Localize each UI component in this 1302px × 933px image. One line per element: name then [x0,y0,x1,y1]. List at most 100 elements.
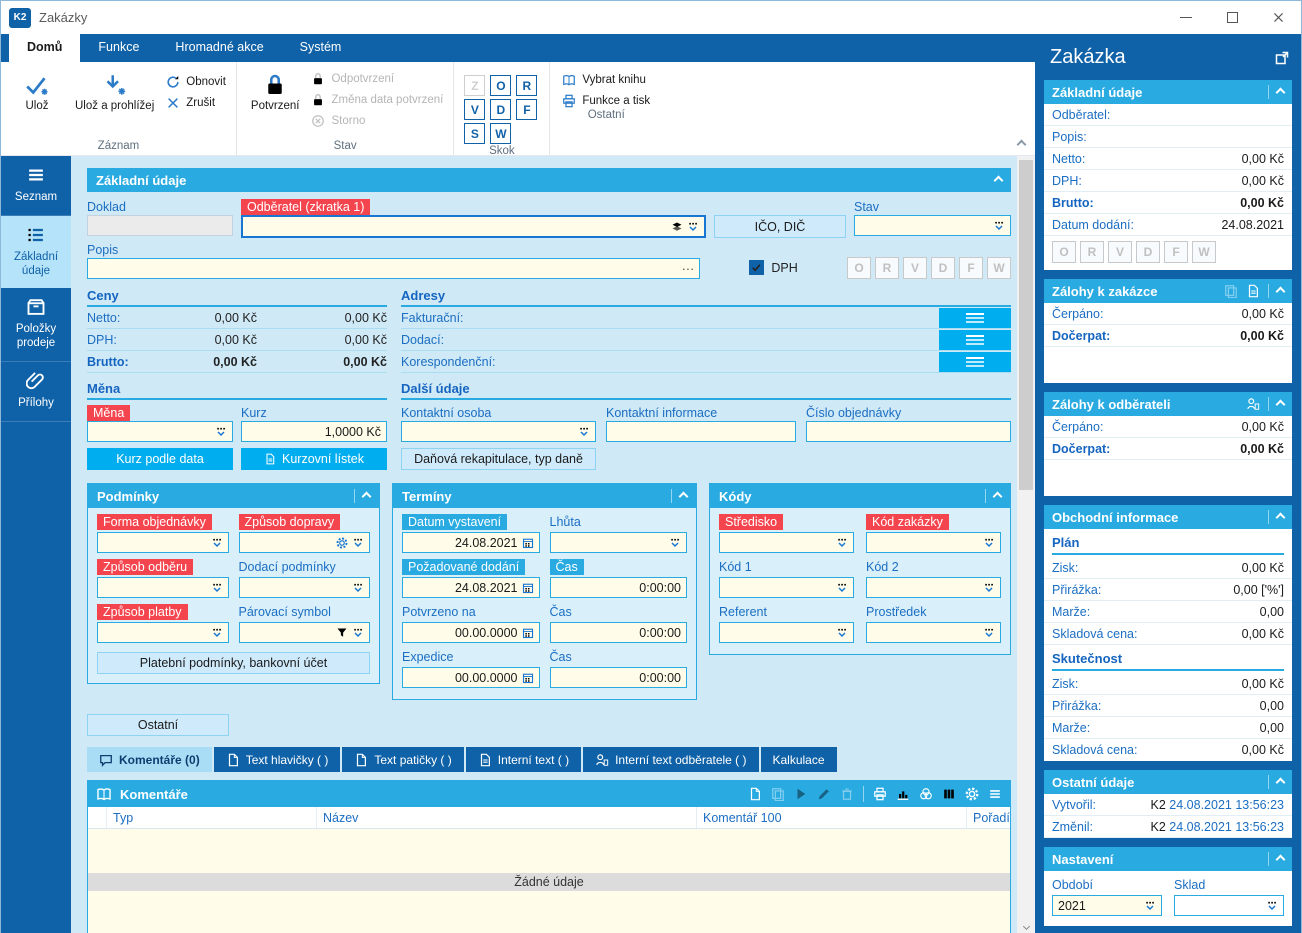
dodaci-podminky-field[interactable] [238,577,370,598]
mena-field[interactable] [87,421,233,442]
jump-button-r[interactable]: R [516,75,538,96]
document-list-icon[interactable] [1246,284,1260,298]
dropdown-icon[interactable] [983,582,995,594]
refresh-button[interactable]: Obnovit [166,75,226,89]
danova-rekapitulace-button[interactable]: Daňová rekapitulace, typ daně [401,448,596,470]
prostredek-field[interactable] [866,622,1001,643]
edit-icon[interactable] [817,787,831,801]
pozadovane-dodani-field[interactable]: 24.08.2021 [402,577,540,598]
functions-print-button[interactable]: Funkce a tisk [562,94,650,108]
kurz-field[interactable]: 1,0000 Kč [241,421,387,442]
collapse-card-icon[interactable] [1275,777,1286,787]
kurzovni-listek-button[interactable]: Kurzovní lístek [241,448,387,470]
column-komentar[interactable]: Komentář 100 [696,807,966,828]
jump-button-w[interactable]: W [490,123,512,144]
platebni-podminky-button[interactable]: Platební podmínky, bankovní účet [97,652,370,674]
kod-zakazky-field[interactable] [866,532,1001,553]
jump-button-o[interactable]: O [490,75,512,96]
confirm-button[interactable]: Potvrzení [247,67,304,113]
person-list-icon[interactable] [1246,397,1260,411]
dropdown-icon[interactable] [836,582,848,594]
dropdown-icon[interactable] [211,582,223,594]
more-icon[interactable]: ··· [681,261,695,276]
vertical-scrollbar[interactable] [1017,156,1035,933]
calendar-icon[interactable] [522,537,534,549]
new-record-icon[interactable] [748,787,762,801]
calendar-icon[interactable] [522,582,534,594]
dropdown-icon[interactable] [578,426,590,438]
delete-icon[interactable] [840,787,854,801]
collapse-section-icon[interactable] [678,491,689,501]
dropdown-icon[interactable] [1266,900,1278,912]
column-nazev[interactable]: Název [316,807,696,828]
cas-2-field[interactable]: 0:00:00 [549,622,687,643]
dropdown-icon[interactable] [211,537,223,549]
obdobi-field[interactable]: 2021 [1052,895,1162,916]
storno-button[interactable]: Storno [311,114,443,128]
tab-komentare[interactable]: Komentáře (0) [87,747,212,772]
layers-icon[interactable] [671,221,683,233]
cas-1-field[interactable]: 0:00:00 [549,577,687,598]
play-icon[interactable] [794,787,808,801]
jump-button-z[interactable]: Z [464,75,486,96]
scrollbar-thumb[interactable] [1019,160,1033,490]
ico-dic-button[interactable]: IČO, DIČ [714,215,846,238]
dodaci-address-button[interactable] [939,329,1011,350]
jump-button-s[interactable]: S [464,123,486,144]
sidebar-item-seznam[interactable]: Seznam [1,156,71,216]
tab-kalkulace[interactable]: Kalkulace [760,747,837,772]
collapse-section-icon[interactable] [361,491,372,501]
dropdown-icon[interactable] [993,220,1005,232]
collapse-card-icon[interactable] [1275,854,1286,864]
datum-vystaveni-field[interactable]: 24.08.2021 [402,532,540,553]
zpusob-odberu-field[interactable] [97,577,229,598]
ribbon-tab-system[interactable]: Systém [299,40,342,54]
korespondencni-address-button[interactable] [939,351,1011,372]
calendar-icon[interactable] [522,627,534,639]
tab-text-paticky[interactable]: Text patičky ( ) [342,747,464,772]
cancel-button[interactable]: Zrušit [166,96,226,110]
column-poradi[interactable]: Pořadí [966,807,1016,828]
cislo-objednavky-field[interactable] [806,421,1011,442]
select-book-button[interactable]: Vybrat knihu [562,73,650,87]
fakturacni-address-button[interactable] [939,307,1011,328]
close-button[interactable] [1255,1,1301,34]
collapse-card-icon[interactable] [1275,512,1286,522]
scroll-down-icon[interactable] [1017,920,1035,932]
kurz-podle-data-button[interactable]: Kurz podle data [87,448,233,470]
collapse-card-icon[interactable] [1275,286,1286,296]
stredisko-field[interactable] [719,532,854,553]
odberatel-field[interactable] [241,215,706,238]
kontaktni-osoba-field[interactable] [401,421,596,442]
dropdown-icon[interactable] [983,627,995,639]
zpusob-dopravy-field[interactable] [238,532,370,553]
save-and-view-button[interactable]: Ulož a prohlížej [71,67,158,113]
ribbon-tab-funkce[interactable]: Funkce [98,40,140,54]
tab-interni-text[interactable]: Interní text ( ) [465,747,582,772]
menu-icon[interactable] [988,787,1002,801]
jump-button-d[interactable]: D [490,99,512,120]
venn-icon[interactable] [919,787,933,801]
lhuta-field[interactable] [549,532,687,553]
cas-3-field[interactable]: 0:00:00 [549,667,687,688]
save-button[interactable]: Ulož [11,67,63,113]
sidebar-item-prilohy[interactable]: Přílohy [1,362,71,422]
copy-icon[interactable] [771,787,785,801]
tab-text-hlavicky[interactable]: Text hlavičky ( ) [213,747,341,772]
document-icon[interactable] [1224,284,1238,298]
expedice-field[interactable]: 00.00.0000 [402,667,540,688]
referent-field[interactable] [719,622,854,643]
doklad-field[interactable] [87,215,233,236]
dropdown-icon[interactable] [836,537,848,549]
dropdown-icon[interactable] [352,582,364,594]
print-icon[interactable] [873,787,887,801]
ribbon-tab-hromadne-akce[interactable]: Hromadné akce [175,40,264,54]
parovaci-symbol-field[interactable] [238,622,370,643]
unconfirm-button[interactable]: Odpotvrzení [311,72,443,86]
collapse-section-icon[interactable] [993,175,1004,185]
collapse-ribbon-icon[interactable] [1016,137,1027,151]
change-confirm-date-button[interactable]: Změna data potvrzení [311,93,443,107]
ribbon-tab-domu[interactable]: Domů [9,34,81,62]
dropdown-icon[interactable] [687,221,699,233]
gear-icon[interactable] [336,537,348,549]
